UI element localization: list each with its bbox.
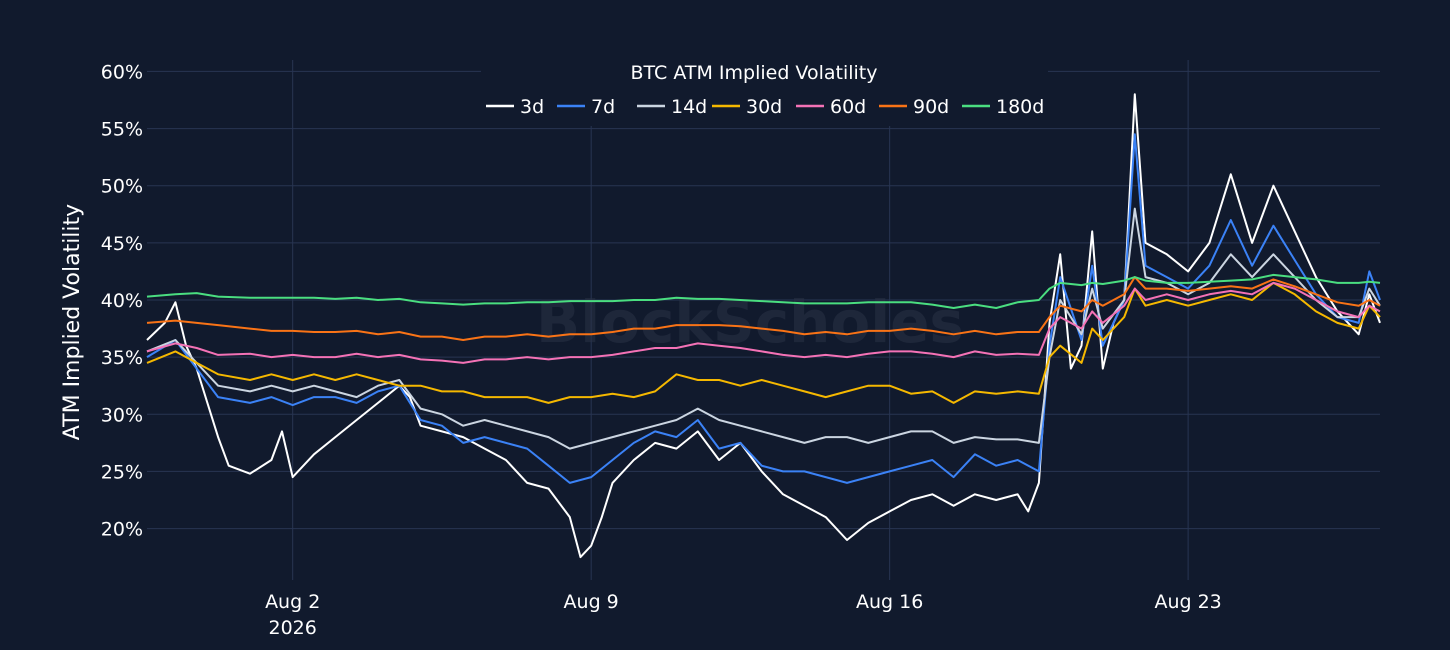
y-tick-label: 40% <box>101 290 143 312</box>
x-axis-ticks: Aug 2 2026 Aug 9 Aug 16 Aug 23 <box>265 591 1222 639</box>
series-line-3d <box>146 93 1381 559</box>
x-tick-label: Aug 16 <box>856 591 923 613</box>
legend-background <box>481 58 1048 126</box>
x-tick-label: Aug 9 <box>564 591 619 613</box>
legend-items: 3d 7d 14d 30d 60d 90d 180d <box>486 96 1044 118</box>
legend-item-30d[interactable]: 30d <box>712 96 782 118</box>
y-tick-label: 55% <box>101 119 143 141</box>
legend-item-14d[interactable]: 14d <box>637 96 707 118</box>
legend-label: 60d <box>830 96 866 118</box>
x-tick-label: Aug 2 <box>265 591 320 613</box>
legend-label: 3d <box>520 96 544 118</box>
y-axis-ticks: 20% 25% 30% 35% 40% 45% 50% 55% 60% <box>101 61 143 540</box>
y-tick-label: 20% <box>101 519 143 541</box>
legend-item-60d[interactable]: 60d <box>796 96 866 118</box>
y-tick-label: 25% <box>101 461 143 483</box>
x-tick-label: Aug 23 <box>1154 591 1221 613</box>
legend-label: 90d <box>913 96 949 118</box>
series-lines <box>146 93 1381 559</box>
y-tick-label: 60% <box>101 61 143 83</box>
legend-label: 14d <box>671 96 707 118</box>
series-line-14d <box>146 207 1381 450</box>
legend-label: 7d <box>591 96 615 118</box>
legend-item-90d[interactable]: 90d <box>879 96 949 118</box>
series-line-180d <box>146 273 1381 309</box>
y-tick-label: 50% <box>101 176 143 198</box>
y-tick-label: 45% <box>101 233 143 255</box>
y-tick-label: 30% <box>101 404 143 426</box>
x-tick-sublabel: 2026 <box>269 617 317 639</box>
legend-item-7d[interactable]: 7d <box>557 96 615 118</box>
watermark-text: BlockScholes <box>536 288 964 356</box>
legend-title: BTC ATM Implied Volatility <box>631 62 878 84</box>
legend-item-3d[interactable]: 3d <box>486 96 544 118</box>
y-axis-title: ATM Implied Volatility <box>60 204 85 440</box>
legend-label: 180d <box>996 96 1044 118</box>
series-line-90d <box>146 276 1381 341</box>
legend: BTC ATM Implied Volatility 3d 7d 14d 30d 60d… <box>481 58 1048 126</box>
series-line-60d <box>146 281 1381 364</box>
legend-item-180d[interactable]: 180d <box>962 96 1044 118</box>
y-tick-label: 35% <box>101 347 143 369</box>
series-line-7d <box>146 133 1381 484</box>
series-line-30d <box>146 281 1381 404</box>
legend-label: 30d <box>746 96 782 118</box>
